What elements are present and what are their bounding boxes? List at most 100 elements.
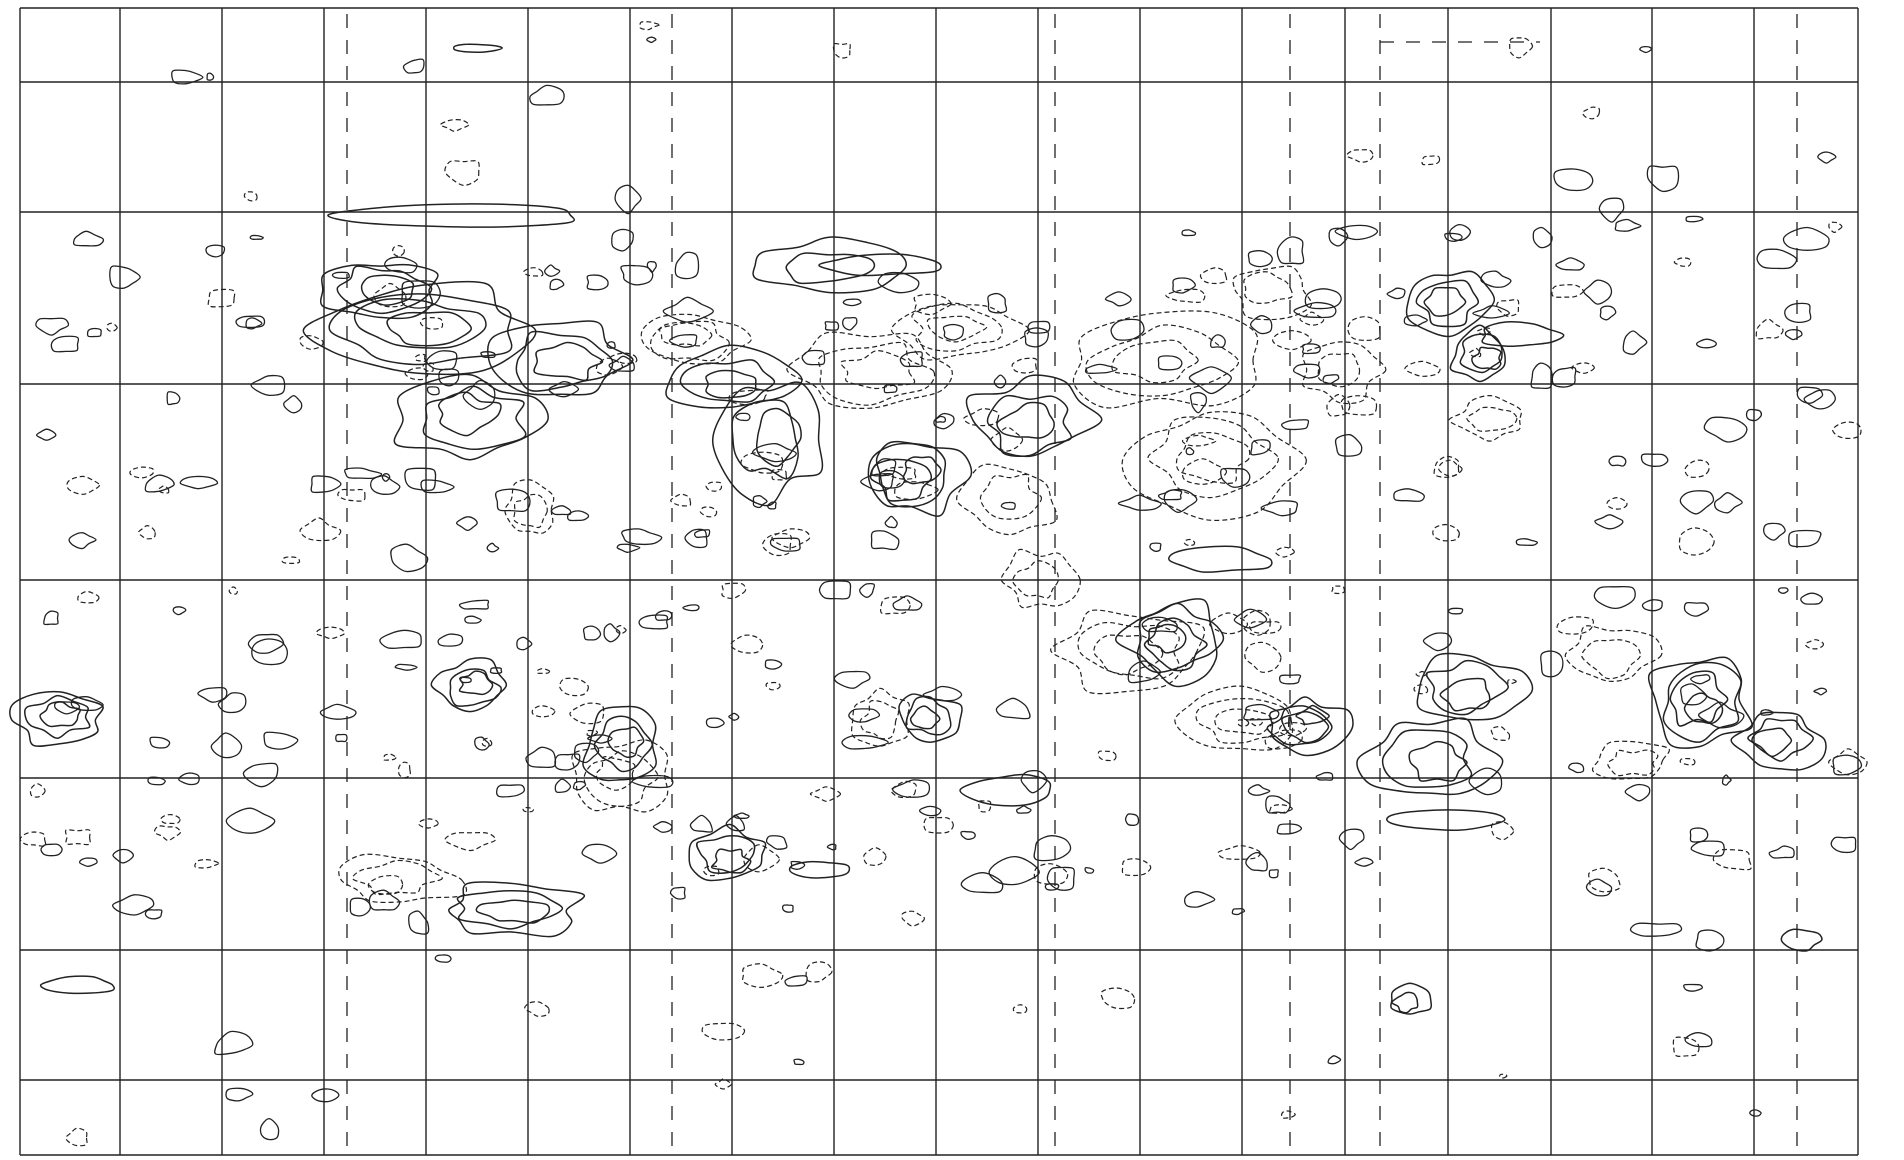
positive-contour	[1471, 346, 1502, 371]
positive-contour-island	[1480, 270, 1512, 288]
positive-contour-island	[1598, 197, 1625, 223]
positive-contour-island	[1023, 327, 1050, 348]
positive-contour-island	[1745, 408, 1763, 422]
positive-contour-island	[1784, 328, 1803, 341]
positive-contour	[1405, 270, 1496, 338]
positive-contour-island	[1646, 165, 1680, 193]
negative-contour-island	[1509, 37, 1534, 59]
positive-contour-island	[474, 736, 490, 751]
positive-contour-island	[631, 774, 674, 789]
positive-contour-island	[235, 315, 266, 329]
positive-contour-island	[1327, 1055, 1342, 1065]
positive-contour	[1647, 656, 1753, 749]
negative-contour-island	[1275, 546, 1295, 558]
negative-contour	[1147, 416, 1279, 499]
positive-contour	[1730, 711, 1827, 771]
positive-contour-island	[496, 784, 525, 798]
negative-contour-island	[392, 244, 405, 257]
positive-contour-island	[833, 670, 871, 689]
positive-contour-island	[379, 629, 422, 650]
positive-contour-island	[370, 475, 401, 495]
positive-contour	[458, 670, 494, 696]
grid-lines	[19, 7, 1859, 1156]
negative-contour-island	[1804, 639, 1825, 650]
negative-contour-island	[1346, 149, 1374, 163]
positive-contour-island	[1084, 363, 1118, 375]
positive-contour-island	[529, 84, 565, 106]
positive-contour-island	[1685, 215, 1704, 223]
positive-contour	[456, 890, 564, 930]
negative-contour-island	[1249, 621, 1282, 634]
positive-contour-island	[1532, 226, 1553, 249]
negative-contour-island	[1269, 804, 1293, 814]
positive-contour-island	[1315, 771, 1334, 781]
negative-contour-island	[536, 667, 551, 674]
positive-contour-island	[654, 610, 673, 621]
positive-contour-island	[1219, 467, 1251, 488]
positive-contour-island	[455, 516, 478, 532]
filament-contour	[818, 253, 942, 277]
negative-contour-island	[1331, 585, 1346, 595]
negative-contour-island	[404, 367, 429, 381]
positive-contour	[869, 458, 933, 502]
negative-contour-island	[1237, 719, 1250, 727]
positive-contour	[430, 657, 508, 713]
negative-contour	[1195, 697, 1290, 744]
negative-contour-island	[1498, 1073, 1508, 1079]
negative-contour-island	[299, 517, 342, 542]
positive-contour-island	[616, 543, 641, 553]
positive-contour-island	[1782, 226, 1830, 251]
negative-contour-island	[701, 1022, 746, 1041]
positive-contour-island	[1301, 343, 1321, 355]
positive-contour	[711, 381, 824, 507]
positive-contour-island	[793, 1058, 805, 1066]
positive-contour-island	[1243, 703, 1280, 721]
positive-contour-island	[669, 886, 686, 900]
negative-contour	[640, 313, 752, 365]
negative-contour-island	[531, 705, 556, 718]
positive-contour	[909, 705, 941, 730]
positive-contour	[665, 344, 803, 409]
negative-contour-island	[1012, 1004, 1028, 1014]
positive-contour-island	[1690, 674, 1711, 685]
positive-contour-island	[1185, 447, 1195, 456]
positive-contour-island	[1328, 227, 1349, 247]
negative-contour-island	[481, 737, 493, 747]
positive-contour	[1449, 324, 1506, 383]
positive-contour-island	[587, 734, 613, 744]
positive-contour-island	[1624, 783, 1651, 802]
negative-contour	[650, 320, 730, 362]
dashed-cut-lines	[346, 14, 1798, 1152]
positive-contour-island	[751, 443, 797, 463]
negative-contour-island	[129, 466, 155, 479]
positive-contour-island	[790, 860, 806, 870]
positive-contour-island	[606, 341, 616, 349]
positive-contour	[1747, 717, 1814, 762]
positive-contour-island	[349, 897, 372, 917]
negative-contour-island	[1556, 616, 1594, 635]
positive-contour-island	[818, 580, 852, 600]
positive-contour-island	[1157, 355, 1183, 371]
negative-contour	[583, 750, 659, 807]
positive-contour-island	[1141, 616, 1178, 633]
negative-contour-island	[1490, 725, 1511, 741]
positive-contour-island	[40, 843, 63, 857]
negative-contour-island	[1606, 497, 1628, 510]
positive-contour-island	[1172, 277, 1196, 294]
negative-contour-island	[1264, 729, 1303, 750]
positive-contour	[705, 369, 757, 399]
positive-contour	[24, 694, 91, 739]
negative-contour-island	[1468, 347, 1482, 358]
positive-contour-island	[1803, 389, 1836, 410]
negative-contour	[786, 331, 953, 409]
positive-contour-island	[1046, 866, 1076, 891]
positive-contour-island	[1703, 416, 1748, 443]
positive-contour-island	[1515, 538, 1539, 547]
positive-contour	[710, 848, 752, 874]
positive-contour-island	[1044, 883, 1060, 891]
positive-contour	[1415, 279, 1480, 328]
negative-contour-island	[1217, 845, 1261, 860]
positive-contour-island	[1265, 795, 1291, 814]
negative-contour-island	[1581, 106, 1601, 120]
positive-contour-island	[1629, 922, 1683, 937]
